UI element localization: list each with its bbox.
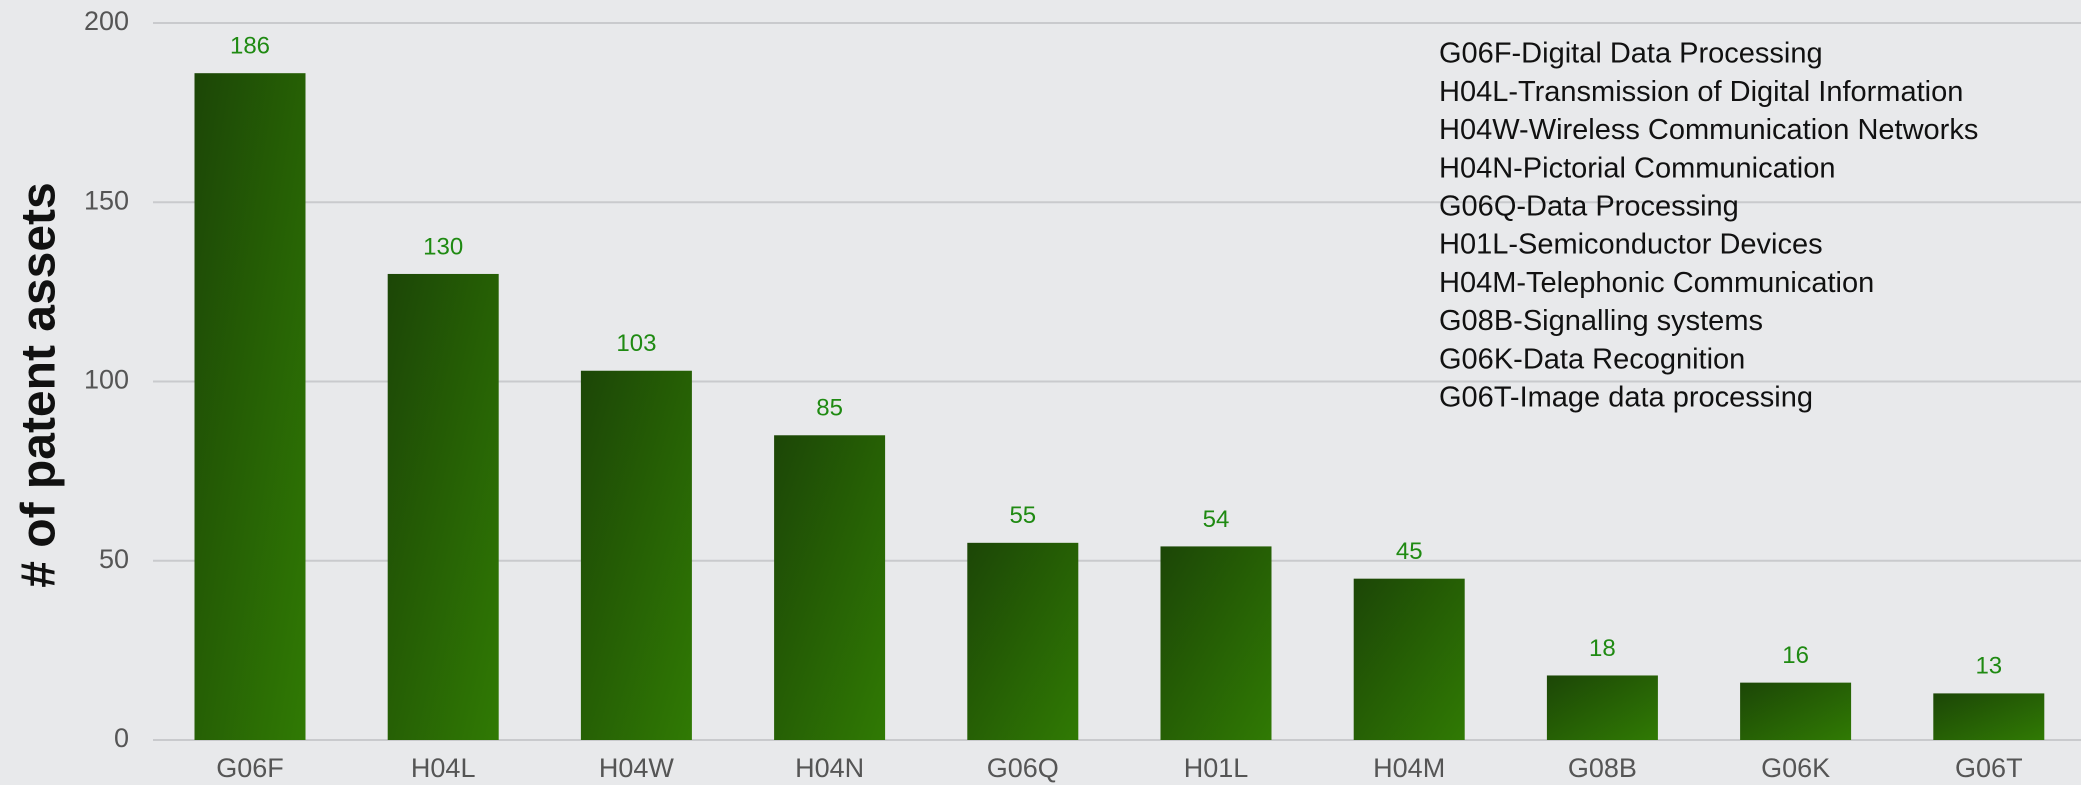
annotation: H01L-Semiconductor Devices xyxy=(1439,229,1823,261)
bar xyxy=(1353,578,1465,740)
value-label: 16 xyxy=(1782,642,1809,669)
x-tick-label: H04W xyxy=(599,753,675,783)
bar xyxy=(1933,693,2045,740)
bar xyxy=(1160,546,1272,740)
bar xyxy=(967,542,1079,740)
value-label: 186 xyxy=(230,33,270,60)
x-tick-label: G08B xyxy=(1568,753,1637,783)
x-tick-label: H04N xyxy=(795,753,864,783)
bar xyxy=(580,370,692,740)
bar xyxy=(1546,675,1658,740)
value-label: 85 xyxy=(816,395,843,422)
x-tick-label: G06Q xyxy=(987,753,1059,783)
value-label: 130 xyxy=(423,233,463,260)
y-tick-label: 200 xyxy=(84,6,129,36)
y-axis-label: # of patent assets xyxy=(13,182,66,587)
value-label: 55 xyxy=(1009,502,1036,529)
value-label: 103 xyxy=(616,330,656,357)
y-tick-label: 0 xyxy=(114,723,129,753)
y-tick-label: 100 xyxy=(84,365,129,395)
annotation: H04M-Telephonic Communication xyxy=(1439,267,1874,299)
bar xyxy=(1740,682,1852,740)
x-tick-label: H01L xyxy=(1184,753,1249,783)
value-label: 18 xyxy=(1589,635,1616,662)
y-tick-label: 150 xyxy=(84,185,129,215)
annotation: G06K-Data Recognition xyxy=(1439,343,1745,375)
x-tick-label: H04L xyxy=(411,753,476,783)
value-label: 13 xyxy=(1975,653,2002,680)
x-tick-label: G06K xyxy=(1761,753,1830,783)
annotation: G06F-Digital Data Processing xyxy=(1439,38,1823,70)
value-label: 54 xyxy=(1203,506,1230,533)
annotation: H04L-Transmission of Digital Information xyxy=(1439,76,1963,108)
value-label: 45 xyxy=(1396,538,1423,565)
x-tick-label: G06F xyxy=(216,753,284,783)
annotation: G08B-Signalling systems xyxy=(1439,305,1763,337)
annotation: H04N-Pictorial Communication xyxy=(1439,152,1835,184)
y-tick-label: 50 xyxy=(99,544,129,574)
annotation: H04W-Wireless Communication Networks xyxy=(1439,114,1978,146)
annotation: G06T-Image data processing xyxy=(1439,381,1813,413)
x-tick-label: G06T xyxy=(1955,753,2023,783)
bar xyxy=(774,435,886,740)
bar xyxy=(387,273,499,740)
x-tick-label: H04M xyxy=(1373,753,1445,783)
bar xyxy=(194,73,306,740)
annotation: G06Q-Data Processing xyxy=(1439,190,1739,222)
